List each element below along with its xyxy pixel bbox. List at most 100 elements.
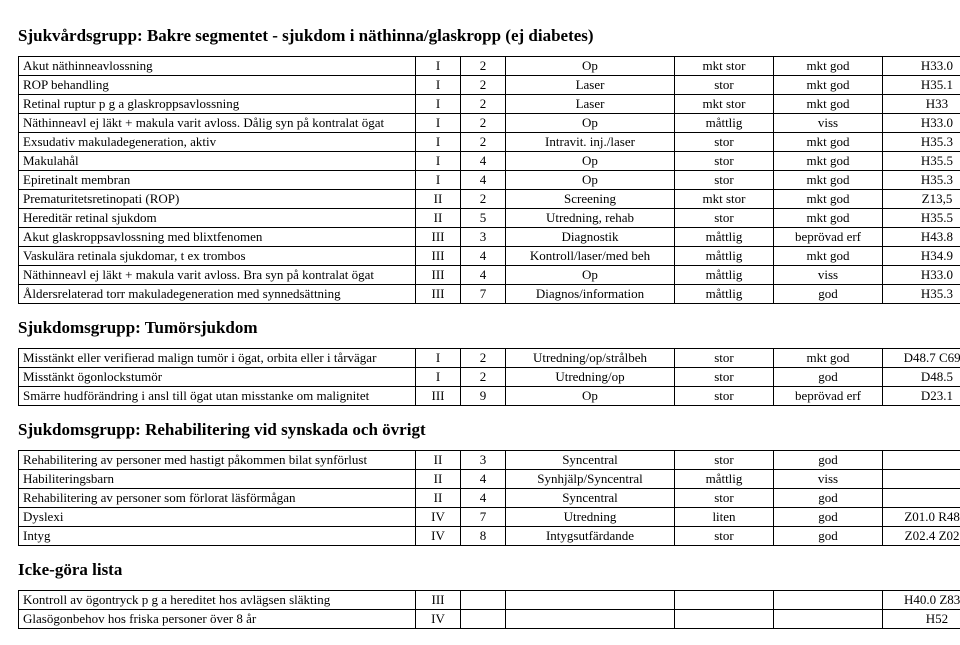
cell-value: D23.1 <box>883 387 960 406</box>
data-table: Rehabilitering av personer med hastigt p… <box>18 450 960 546</box>
cell-value: god <box>774 489 883 508</box>
cell-value: mkt god <box>774 95 883 114</box>
cell-value: I <box>416 349 461 368</box>
cell-value <box>461 591 506 610</box>
section-title: Sjukvårdsgrupp: Bakre segmentet - sjukdo… <box>18 26 942 46</box>
cell-value: Op <box>506 152 675 171</box>
table-row: Rehabilitering av personer med hastigt p… <box>19 451 960 470</box>
cell-value: II <box>416 451 461 470</box>
cell-value: H40.0 Z83.5 <box>883 591 960 610</box>
cell-value: stor <box>675 152 774 171</box>
section-title: Icke-göra lista <box>18 560 942 580</box>
cell-value: III <box>416 591 461 610</box>
cell-value: mkt god <box>774 171 883 190</box>
cell-value: stor <box>675 171 774 190</box>
cell-value: I <box>416 133 461 152</box>
cell-description: Akut glaskroppsavlossning med blixtfenom… <box>19 228 416 247</box>
cell-description: Rehabilitering av personer med hastigt p… <box>19 451 416 470</box>
cell-value: Screening <box>506 190 675 209</box>
cell-value: Synhjälp/Syncentral <box>506 470 675 489</box>
cell-description: Epiretinalt membran <box>19 171 416 190</box>
cell-value: IV <box>416 527 461 546</box>
cell-value: stor <box>675 133 774 152</box>
cell-value <box>506 591 675 610</box>
cell-value: H35.3 <box>883 285 960 304</box>
table-row: Smärre hudförändring i ansl till ögat ut… <box>19 387 960 406</box>
cell-value: Laser <box>506 76 675 95</box>
cell-value: stor <box>675 209 774 228</box>
cell-value: Utredning/op/strålbeh <box>506 349 675 368</box>
cell-value: Utredning, rehab <box>506 209 675 228</box>
cell-value: I <box>416 171 461 190</box>
table-row: Misstänkt eller verifierad malign tumör … <box>19 349 960 368</box>
cell-value: Diagnostik <box>506 228 675 247</box>
cell-value: viss <box>774 114 883 133</box>
cell-value: D48.7 C69.9 <box>883 349 960 368</box>
cell-value: Z01.0 R48.0 <box>883 508 960 527</box>
cell-value: 9 <box>461 387 506 406</box>
cell-value: Op <box>506 171 675 190</box>
cell-value: stor <box>675 76 774 95</box>
cell-value: H52 <box>883 610 960 629</box>
cell-value: måttlig <box>675 285 774 304</box>
cell-value: II <box>416 489 461 508</box>
cell-value: 7 <box>461 285 506 304</box>
cell-value: 2 <box>461 349 506 368</box>
cell-description: Vaskulära retinala sjukdomar, t ex tromb… <box>19 247 416 266</box>
cell-value: stor <box>675 387 774 406</box>
cell-description: Retinal ruptur p g a glaskroppsavlossnin… <box>19 95 416 114</box>
cell-value: mkt god <box>774 209 883 228</box>
cell-value: II <box>416 190 461 209</box>
table-row: Kontroll av ögontryck p g a hereditet ho… <box>19 591 960 610</box>
cell-value: beprövad erf <box>774 228 883 247</box>
cell-value: 8 <box>461 527 506 546</box>
cell-value: Z02.4 Z02.7 <box>883 527 960 546</box>
cell-value: beprövad erf <box>774 387 883 406</box>
cell-value: god <box>774 285 883 304</box>
table-row: HabiliteringsbarnII4Synhjälp/Syncentralm… <box>19 470 960 489</box>
cell-value <box>883 470 960 489</box>
cell-value: H33 <box>883 95 960 114</box>
cell-value: 4 <box>461 171 506 190</box>
cell-value: Z13,5 <box>883 190 960 209</box>
cell-value: Syncentral <box>506 489 675 508</box>
cell-description: Kontroll av ögontryck p g a hereditet ho… <box>19 591 416 610</box>
cell-value: III <box>416 228 461 247</box>
cell-description: Intyg <box>19 527 416 546</box>
cell-value <box>675 591 774 610</box>
cell-value: stor <box>675 368 774 387</box>
cell-value: god <box>774 368 883 387</box>
cell-value: 3 <box>461 451 506 470</box>
cell-value: I <box>416 114 461 133</box>
table-row: Glasögonbehov hos friska personer över 8… <box>19 610 960 629</box>
section-title: Sjukdomsgrupp: Rehabilitering vid synska… <box>18 420 942 440</box>
cell-description: Dyslexi <box>19 508 416 527</box>
cell-value: 2 <box>461 190 506 209</box>
cell-value: IV <box>416 610 461 629</box>
cell-value: Syncentral <box>506 451 675 470</box>
cell-value: 4 <box>461 266 506 285</box>
table-row: Vaskulära retinala sjukdomar, t ex tromb… <box>19 247 960 266</box>
cell-value: I <box>416 76 461 95</box>
cell-value: Op <box>506 57 675 76</box>
cell-value: måttlig <box>675 247 774 266</box>
cell-description: Rehabilitering av personer som förlorat … <box>19 489 416 508</box>
data-table: Akut näthinneavlossningI2Opmkt stormkt g… <box>18 56 960 304</box>
cell-value: 4 <box>461 470 506 489</box>
cell-value: Kontroll/laser/med beh <box>506 247 675 266</box>
cell-description: Exsudativ makuladegeneration, aktiv <box>19 133 416 152</box>
cell-value: Op <box>506 387 675 406</box>
cell-value: god <box>774 451 883 470</box>
cell-value: mkt god <box>774 349 883 368</box>
cell-value: H35.5 <box>883 209 960 228</box>
cell-description: Hereditär retinal sjukdom <box>19 209 416 228</box>
table-row: Hereditär retinal sjukdomII5Utredning, r… <box>19 209 960 228</box>
cell-value: D48.5 <box>883 368 960 387</box>
cell-value: Diagnos/information <box>506 285 675 304</box>
cell-value: H33.0 <box>883 266 960 285</box>
cell-value <box>883 489 960 508</box>
cell-value: 4 <box>461 489 506 508</box>
cell-value: Utredning <box>506 508 675 527</box>
cell-value: god <box>774 508 883 527</box>
cell-value: 2 <box>461 76 506 95</box>
